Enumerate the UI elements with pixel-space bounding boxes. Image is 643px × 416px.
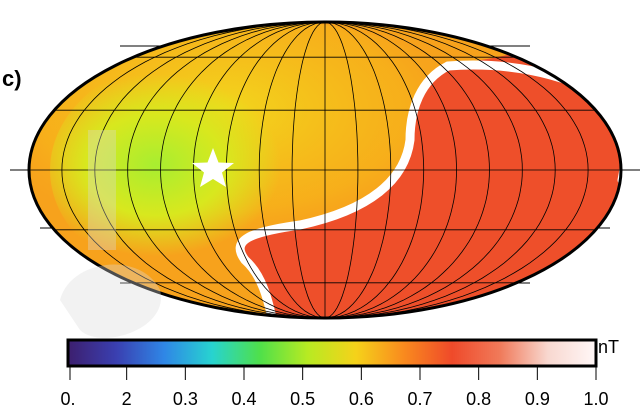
colorbar-tick-label: 0.5 [290, 389, 316, 409]
map-field [29, 22, 621, 318]
colorbar-ticks [69, 366, 597, 380]
map-outline [27, 20, 623, 320]
colorbar-tick-label: 0.7 [407, 389, 433, 409]
contour-line [235, 61, 453, 318]
colorbar-tick-label: 0. [60, 389, 76, 409]
colorbar-tick-label: 2 [121, 389, 132, 409]
star-marker [192, 148, 234, 187]
colorbar [66, 338, 598, 380]
colorbar-tick-label: 0.8 [466, 389, 492, 409]
panel-label: c) [2, 66, 22, 91]
colorbar-tick-label: 0.3 [172, 389, 198, 409]
colorbar-unit: nT [598, 337, 620, 357]
colorbar-tick-label: 0.6 [348, 389, 374, 409]
colorbar-tick-label: 0.4 [231, 389, 257, 409]
colorbar-tick-label: 0.9 [524, 389, 550, 409]
colorbar-tick-label: 1.0 [583, 389, 609, 409]
colorbar-gradient [66, 338, 598, 368]
watermark-shapes [60, 130, 161, 338]
